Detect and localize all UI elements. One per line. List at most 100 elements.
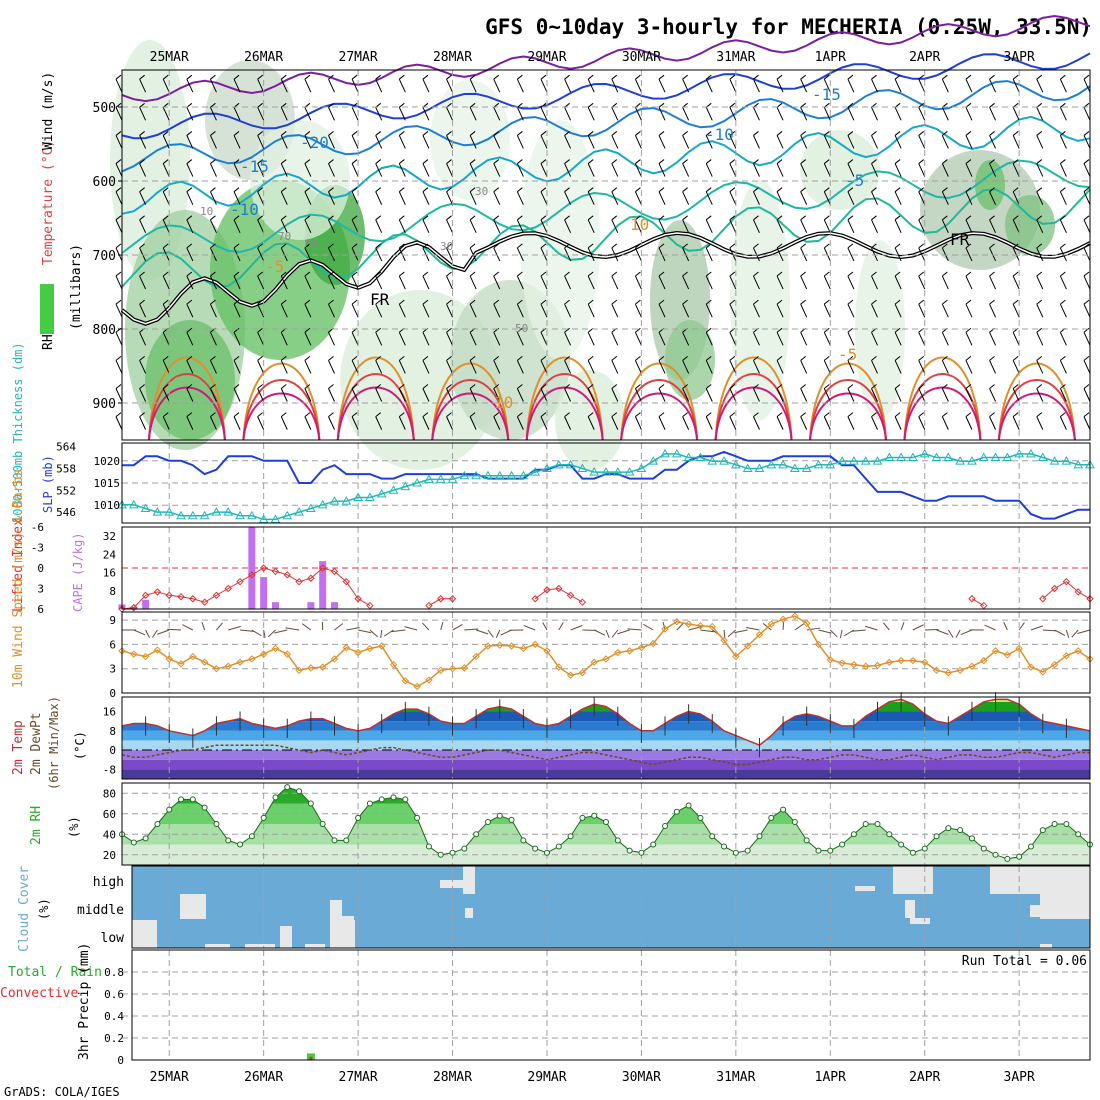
thickness-marker	[884, 452, 895, 462]
wind-speed-marker	[165, 655, 173, 663]
wind-barb	[233, 187, 240, 193]
wind-barb	[634, 219, 642, 234]
wind-barb	[304, 191, 312, 205]
thickness-marker	[849, 456, 859, 465]
wind-barb	[1083, 191, 1091, 205]
rh-marker	[898, 841, 905, 848]
wind-barb	[186, 135, 194, 149]
surface-wind-barb	[182, 624, 194, 631]
wind-barb	[564, 78, 572, 93]
wind-barb	[894, 78, 902, 93]
wind-barb	[351, 78, 359, 93]
surface-wind-barb	[440, 621, 444, 631]
wind-speed-marker	[732, 652, 740, 661]
cape-bar	[260, 577, 268, 609]
wind-barb	[257, 74, 263, 80]
wind-barb	[257, 187, 263, 193]
lifted-tick-label: 3	[37, 583, 44, 596]
rh-marker	[909, 849, 916, 856]
wind-barb	[209, 107, 217, 121]
wind-speed-marker	[342, 643, 351, 652]
wind-barb	[989, 191, 997, 205]
wind-barb	[942, 243, 948, 249]
wind-barb	[823, 275, 831, 290]
wind-barb	[871, 74, 877, 80]
precip-frame	[131, 949, 1091, 1061]
wind-barb	[351, 412, 358, 418]
surface-wind-barb	[404, 626, 418, 631]
wind-barb	[516, 416, 524, 430]
wind-barb	[516, 275, 524, 290]
rh2m-unit-label: (%)	[67, 816, 81, 838]
wind-barb	[493, 299, 500, 305]
wind-barb	[1059, 219, 1067, 234]
wind-barb	[280, 356, 287, 361]
wind-barb	[871, 275, 878, 290]
wind-barb	[587, 243, 594, 249]
wind-barb	[399, 187, 405, 193]
wind-barb	[847, 215, 854, 221]
wind-barb	[209, 163, 217, 177]
wind-barb	[847, 247, 855, 262]
wind-barb	[210, 102, 216, 108]
wind-barb	[729, 159, 736, 164]
wind-barb	[989, 74, 995, 80]
wind-barb	[1059, 388, 1067, 402]
rh-marker	[839, 841, 846, 848]
cloud-cover-cell	[440, 880, 470, 888]
wind-barb	[351, 187, 358, 193]
wind-barb	[1083, 356, 1090, 361]
wind-barb	[493, 384, 500, 389]
wind-barb	[1036, 247, 1044, 262]
wind-barb	[375, 303, 383, 318]
rh-marker	[933, 833, 940, 840]
thickness-marker	[542, 463, 552, 472]
wind-barb	[209, 388, 217, 402]
wind-speed-marker	[956, 666, 964, 675]
wind-barb	[587, 388, 595, 402]
rh-marker	[178, 796, 185, 803]
cloud-cover-cell	[893, 866, 933, 894]
rh-marker	[296, 788, 303, 795]
wind-barb	[942, 412, 948, 418]
thickness-marker	[353, 492, 363, 502]
wind-barb	[280, 384, 287, 389]
wind-barb	[965, 356, 972, 361]
wind-barb	[965, 187, 972, 193]
rh-marker	[508, 816, 515, 823]
wind-barb	[611, 107, 619, 121]
wind-barb	[989, 135, 997, 149]
wind-barb	[682, 332, 690, 346]
wind-speed-marker	[437, 666, 445, 675]
rh-marker	[732, 849, 739, 856]
lifted-tick-label: 6	[37, 603, 44, 616]
wind-barb	[446, 107, 453, 121]
wind-barb	[540, 191, 548, 205]
wind-barb	[587, 187, 594, 193]
rh-marker	[378, 796, 385, 803]
rh-marker	[402, 796, 409, 803]
cape-bar	[248, 527, 256, 609]
wind-barb	[658, 159, 665, 164]
wind-barb	[682, 131, 688, 136]
wind-speed-marker	[448, 664, 457, 673]
wind-barb	[705, 107, 713, 121]
rh-marker	[307, 800, 314, 807]
wind-barb	[705, 74, 712, 80]
warm-isotherm-arch	[525, 386, 604, 441]
wind-barb	[847, 219, 855, 234]
wind-barb	[351, 159, 358, 164]
surface-wind-barb	[700, 629, 715, 633]
wind-barb	[847, 78, 855, 93]
wind-barb	[469, 78, 477, 93]
temp-band	[122, 730, 1090, 741]
surface-wind-barb	[912, 624, 924, 631]
date-label-top: 29MAR	[527, 50, 566, 65]
wind-barb	[611, 247, 619, 262]
cloud-cover-cell	[905, 900, 915, 918]
wind-barb	[469, 191, 477, 205]
wind-barb	[351, 299, 358, 305]
wind-barb	[139, 356, 145, 361]
surface-wind-barb	[746, 627, 760, 631]
lifted-index-marker	[448, 595, 457, 603]
